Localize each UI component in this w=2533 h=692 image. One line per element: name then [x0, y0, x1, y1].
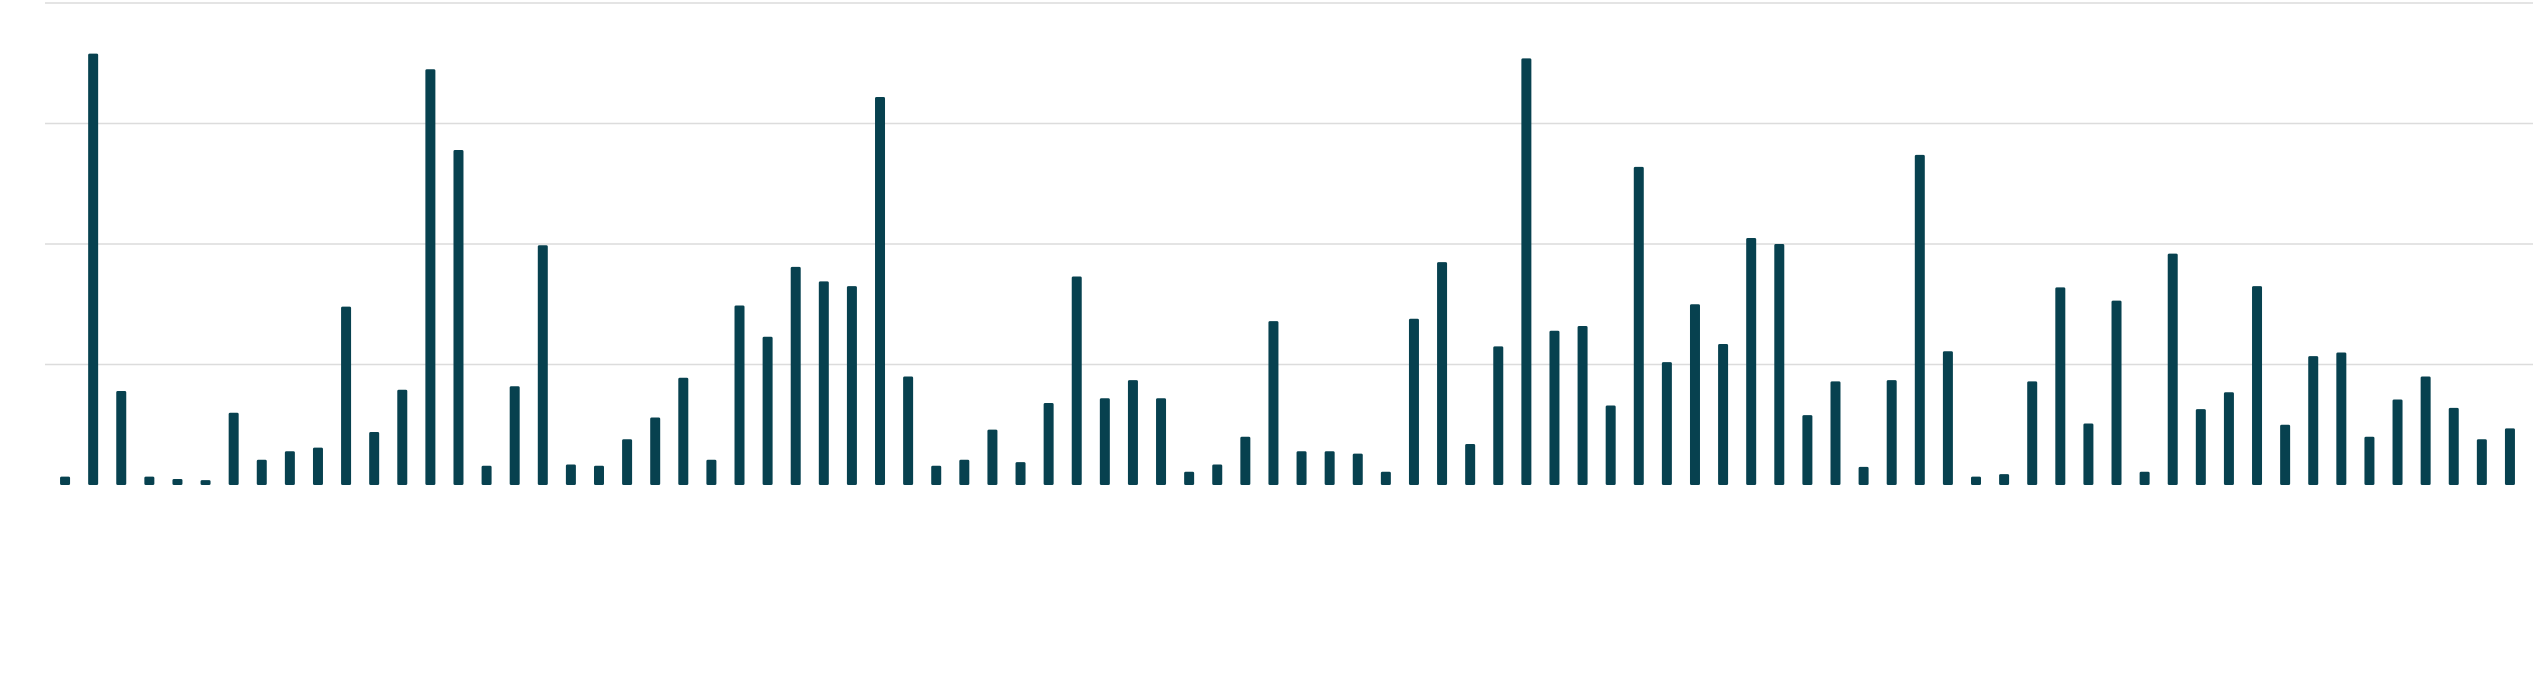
bar: [1858, 466, 1869, 485]
bar: [706, 459, 717, 485]
bar: [397, 389, 408, 485]
bar: [2336, 352, 2347, 485]
bar: [1156, 398, 1167, 485]
bar: [1071, 276, 1082, 485]
bar: [2111, 300, 2122, 485]
bar: [762, 336, 773, 485]
bar: [790, 266, 801, 485]
bar: [678, 377, 689, 485]
bar: [931, 465, 942, 485]
bar: [1493, 346, 1504, 485]
bar: [172, 478, 183, 485]
bar: [1661, 362, 1672, 485]
bar: [312, 447, 323, 485]
bar: [1437, 262, 1448, 485]
bar: [2364, 436, 2375, 485]
bar: [1352, 453, 1363, 485]
bar: [1268, 321, 1279, 485]
bar: [1577, 325, 1588, 485]
bar: [341, 306, 352, 485]
bar: [2420, 376, 2431, 485]
bar: [1718, 344, 1729, 485]
bar: [1549, 330, 1560, 485]
bar: [1999, 474, 2010, 485]
bar: [903, 376, 914, 485]
bar: [565, 464, 576, 485]
bar: [2476, 439, 2487, 485]
bar: [1099, 398, 1110, 485]
bar: [2308, 356, 2319, 485]
bar: [453, 150, 464, 485]
bar: [1689, 304, 1700, 485]
bar: [593, 465, 604, 485]
bar: [1746, 237, 1757, 485]
bar: [2083, 423, 2094, 485]
bar: [650, 417, 661, 485]
bar: [537, 245, 548, 485]
bar: [1408, 318, 1419, 485]
bar: [875, 96, 886, 486]
bar: [1296, 451, 1307, 485]
bar: [1127, 380, 1138, 485]
bar: [2167, 253, 2178, 485]
bar: [2280, 424, 2291, 485]
bar: [2504, 428, 2515, 485]
bar: [1914, 154, 1925, 485]
bar: [987, 429, 998, 485]
bar: [1380, 471, 1391, 485]
bar: [1633, 166, 1644, 485]
bar: [1015, 462, 1026, 485]
bar: [1830, 381, 1841, 485]
bar: [1465, 444, 1476, 485]
bar: [2252, 286, 2263, 485]
bar: [2139, 471, 2150, 485]
bar: [1886, 380, 1897, 485]
bar: [1240, 436, 1251, 485]
bar: [1802, 415, 1813, 485]
bar: [1605, 405, 1616, 485]
bar: [116, 391, 127, 485]
bar: [1521, 58, 1532, 486]
bar: [200, 480, 211, 485]
bar: [425, 69, 436, 486]
bar: [2027, 381, 2038, 485]
bar: [1212, 464, 1223, 485]
bar: [284, 451, 295, 485]
bar: [622, 439, 633, 485]
bar: [1774, 244, 1785, 485]
bar: [1942, 351, 1953, 485]
bar: [509, 386, 520, 485]
bar: [369, 431, 380, 485]
bar: [818, 281, 829, 485]
bar: [481, 465, 492, 485]
bar: [734, 305, 745, 485]
bar: [1971, 476, 1982, 485]
bar: [846, 286, 857, 485]
bar: [2223, 392, 2234, 485]
bar: [959, 459, 970, 485]
bar: [2195, 409, 2206, 485]
bar: [144, 476, 155, 485]
bar: [1184, 471, 1195, 485]
bar: [1043, 403, 1054, 485]
bar: [2448, 407, 2459, 485]
bar: [228, 412, 239, 485]
bar: [2055, 287, 2066, 485]
bar: [60, 476, 71, 485]
bar: [2392, 399, 2403, 485]
bar: [88, 53, 99, 486]
bar: [1324, 451, 1335, 485]
bar: [256, 459, 267, 485]
